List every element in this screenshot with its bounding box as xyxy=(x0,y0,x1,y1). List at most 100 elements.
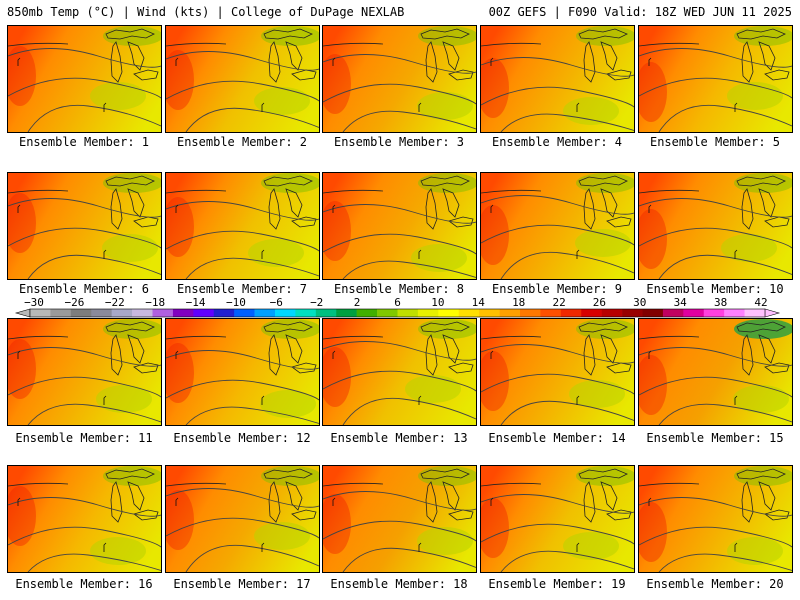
colorbar-swatch xyxy=(438,309,460,317)
colorbar-tick-label: 34 xyxy=(674,296,688,309)
colorbar-tick-label: −6 xyxy=(270,296,283,309)
temperature-colorbar: −30 −26 −22 −18 −14 −10 −6 −2 2 6 10 14 18 22 26 30 34 38… xyxy=(14,296,781,318)
colorbar-swatch xyxy=(417,309,439,317)
ensemble-map-panel xyxy=(322,318,477,426)
colorbar-swatch xyxy=(336,309,357,317)
colorbar-swatch xyxy=(683,309,705,317)
colorbar-tick-label: 38 xyxy=(714,296,727,309)
colorbar-swatch xyxy=(581,309,602,317)
colorbar-swatch xyxy=(70,309,92,317)
colorbar-swatch xyxy=(479,309,500,317)
colorbar-tick-label: 26 xyxy=(593,296,606,309)
colorbar-swatch xyxy=(356,309,378,317)
temperature-map xyxy=(639,26,792,132)
colorbar-swatch xyxy=(315,309,337,317)
ensemble-member-caption: Ensemble Member: 9 xyxy=(491,282,623,296)
colorbar-tick-label: 14 xyxy=(472,296,486,309)
colorbar-tick-label: −2 xyxy=(310,296,323,309)
ensemble-map-panel xyxy=(165,465,320,573)
colorbar-tick-label: 6 xyxy=(394,296,401,309)
ensemble-map-panel xyxy=(638,25,793,133)
temperature-map xyxy=(323,173,476,279)
colorbar-swatch xyxy=(724,309,745,317)
ensemble-member-caption: Ensemble Member: 14 xyxy=(488,431,626,445)
temperature-map xyxy=(481,319,634,425)
colorbar-swatch xyxy=(703,309,725,317)
colorbar-swatch xyxy=(622,309,643,317)
colorbar-tick-label: −26 xyxy=(64,296,84,309)
colorbar-swatch xyxy=(91,309,112,317)
ensemble-map-panel xyxy=(165,318,320,426)
colorbar-left-arrow xyxy=(14,308,31,318)
colorbar-swatch xyxy=(30,309,51,317)
colorbar-tick-label: 18 xyxy=(512,296,525,309)
colorbar-tick-label: −30 xyxy=(24,296,44,309)
colorbar-tick-label: 22 xyxy=(552,296,565,309)
temperature-map xyxy=(166,173,319,279)
colorbar-tick-label: −14 xyxy=(186,296,206,309)
ensemble-map-panel xyxy=(322,172,477,280)
colorbar-swatch xyxy=(213,309,235,317)
colorbar-swatch xyxy=(601,309,623,317)
colorbar-tick-label: −18 xyxy=(145,296,165,309)
colorbar-swatch xyxy=(744,309,766,317)
colorbar-swatch xyxy=(377,309,398,317)
ensemble-member-caption: Ensemble Member: 16 xyxy=(15,577,153,591)
temperature-map xyxy=(8,466,161,572)
colorbar-swatch xyxy=(172,309,194,317)
temperature-map xyxy=(639,173,792,279)
colorbar-tick-label: 42 xyxy=(754,296,767,309)
temperature-map xyxy=(323,26,476,132)
ensemble-member-caption: Ensemble Member: 11 xyxy=(15,431,153,445)
ensemble-map-panel xyxy=(480,318,635,426)
colorbar-swatch xyxy=(560,309,582,317)
colorbar-swatch xyxy=(132,309,153,317)
ensemble-member-caption: Ensemble Member: 5 xyxy=(649,135,781,149)
ensemble-map-panel xyxy=(638,318,793,426)
colorbar-swatch xyxy=(111,309,133,317)
colorbar-swatch xyxy=(254,309,276,317)
temperature-map xyxy=(481,26,634,132)
colorbar-tick-label: −22 xyxy=(105,296,125,309)
ensemble-map-panel xyxy=(7,465,162,573)
ensemble-member-caption: Ensemble Member: 1 xyxy=(18,135,150,149)
ensemble-map-panel xyxy=(322,465,477,573)
colorbar-tick-label: 30 xyxy=(633,296,646,309)
ensemble-map-panel xyxy=(7,25,162,133)
ensemble-member-caption: Ensemble Member: 19 xyxy=(488,577,626,591)
colorbar-swatch xyxy=(458,309,480,317)
chart-title: 850mb Temp (°C) | Wind (kts) | College o… xyxy=(7,5,405,19)
ensemble-member-caption: Ensemble Member: 10 xyxy=(646,282,784,296)
temperature-map xyxy=(323,466,476,572)
ensemble-member-caption: Ensemble Member: 20 xyxy=(646,577,784,591)
ensemble-member-caption: Ensemble Member: 17 xyxy=(173,577,311,591)
colorbar-swatch xyxy=(50,309,72,317)
temperature-map xyxy=(639,466,792,572)
valid-time-label: 00Z GEFS | F090 Valid: 18Z WED JUN 11 20… xyxy=(488,5,792,19)
colorbar-swatch xyxy=(295,309,317,317)
ensemble-member-caption: Ensemble Member: 4 xyxy=(491,135,623,149)
ensemble-map-panel xyxy=(638,172,793,280)
ensemble-map-panel xyxy=(7,318,162,426)
ensemble-map-panel xyxy=(7,172,162,280)
ensemble-map-panel xyxy=(165,172,320,280)
temperature-map xyxy=(639,319,792,425)
colorbar-swatch xyxy=(662,309,684,317)
ensemble-map-panel xyxy=(322,25,477,133)
temperature-map xyxy=(166,319,319,425)
colorbar-swatch xyxy=(275,309,296,317)
colorbar-tick-label: 10 xyxy=(431,296,444,309)
temperature-map xyxy=(481,466,634,572)
ensemble-member-caption: Ensemble Member: 18 xyxy=(330,577,468,591)
ensemble-member-caption: Ensemble Member: 13 xyxy=(330,431,468,445)
ensemble-member-caption: Ensemble Member: 3 xyxy=(333,135,465,149)
ensemble-member-caption: Ensemble Member: 6 xyxy=(18,282,150,296)
ensemble-map-panel xyxy=(480,25,635,133)
colorbar-swatch xyxy=(152,309,174,317)
ensemble-map-panel xyxy=(165,25,320,133)
temperature-map xyxy=(481,173,634,279)
colorbar-swatch xyxy=(234,309,255,317)
colorbar-swatch xyxy=(499,309,521,317)
ensemble-member-caption: Ensemble Member: 12 xyxy=(173,431,311,445)
colorbar-swatch xyxy=(193,309,215,317)
